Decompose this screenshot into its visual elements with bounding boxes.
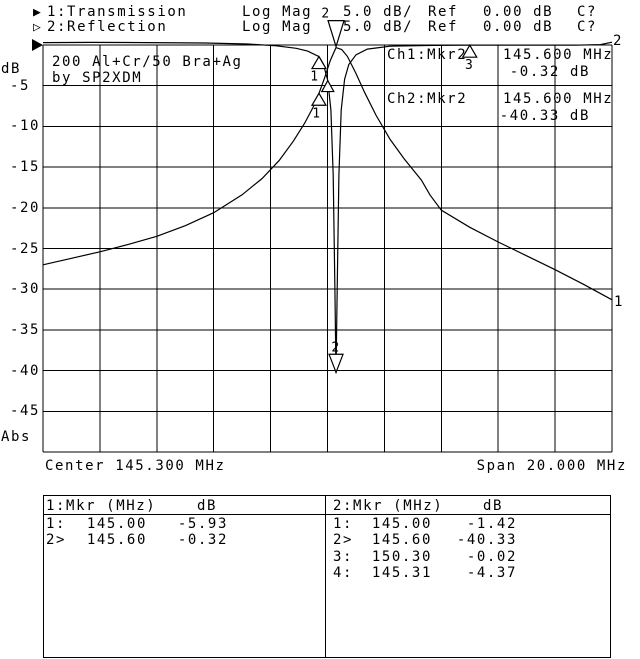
channel1-ref-value: 0.00 dB	[483, 4, 554, 20]
table2-title: 2:Mkr (MHz)	[333, 498, 444, 514]
table1-row1-freq: 145.00	[86, 516, 147, 532]
y-axis-bottom-label: Abs	[1, 429, 32, 445]
table2-row4-freq: 145.31	[371, 565, 432, 582]
table2-row2-freq: 145.60	[371, 532, 432, 549]
table1-row1-db: -5.93	[177, 516, 228, 532]
channel1-label: 1:Transmission	[47, 4, 188, 20]
table2-row1-index: 1:	[333, 516, 354, 532]
marker-2-ch1-icon	[327, 20, 345, 49]
marker-3-ch2-icon	[461, 43, 478, 58]
marker-4-ch2-icon	[320, 79, 335, 93]
marker-3-ch2-label: 3	[465, 58, 474, 73]
channel2-format: Log Mag	[242, 19, 313, 35]
table1-row2-freq: 145.60	[86, 532, 147, 549]
y-tick-label: -10	[10, 118, 41, 135]
center-frequency-label: Center 145.300 MHz	[45, 458, 226, 474]
annotation-line1: 200 Al+Cr/50 Bra+Ag	[52, 54, 243, 70]
ch2-marker-readout-value: -40.33 dB	[499, 108, 590, 124]
y-tick-label: -25	[10, 240, 41, 257]
marker-1-ch2-label: 1	[310, 70, 319, 85]
channel1-cal-status: C?	[577, 4, 598, 20]
marker-2-ch2-icon	[328, 353, 344, 374]
ch2-marker-readout-label: Ch2:Mkr2	[387, 91, 468, 107]
table2-row4-db: -4.37	[466, 565, 517, 582]
table2-row3-index: 3:	[333, 548, 354, 565]
ch1-marker-readout-value: -0.32 dB	[509, 64, 590, 80]
table2-row2-db: -40.33	[456, 532, 517, 549]
channel2-marker-icon: ▷	[33, 20, 41, 35]
channel1-active-marker-icon: ▶	[33, 5, 41, 20]
marker-1-ch1-icon	[310, 92, 328, 106]
y-axis-unit-label: dB	[1, 61, 22, 77]
channel1-ref-label: Ref	[428, 4, 459, 20]
trace-end-label-2: 2	[613, 33, 623, 49]
ch1-marker-readout-freq: 145.600 MHz	[503, 47, 614, 63]
y-tick-label: -35	[10, 321, 41, 338]
table2-row2-index: 2>	[333, 532, 354, 549]
channel2-ref-value: 0.00 dB	[483, 19, 554, 35]
ch2-marker-readout-freq: 145.600 MHz	[503, 91, 614, 107]
span-label: Span 20.000 MHz	[476, 458, 627, 474]
annotation-line2: by SP2XDM	[52, 70, 143, 86]
channel1-format: Log Mag	[242, 4, 313, 20]
marker-tables-header-rule	[43, 514, 611, 515]
marker-1-ch2-icon	[310, 55, 328, 70]
channel2-label: 2:Reflection	[47, 19, 168, 35]
table2-db-header: dB	[483, 498, 504, 514]
channel2-scale: 5.0 dB/	[343, 19, 414, 35]
y-tick-label: -20	[10, 199, 41, 216]
table1-row2-db: -0.32	[177, 532, 228, 549]
table2-row3-freq: 150.30	[371, 548, 432, 565]
table1-db-header: dB	[197, 498, 218, 514]
y-tick-label: -5	[10, 77, 31, 94]
ch1-marker-readout-label: Ch1:Mkr2	[387, 47, 468, 63]
marker-tables-divider	[325, 495, 326, 658]
channel2-cal-status: C?	[577, 19, 598, 35]
table1-row1-index: 1:	[46, 516, 67, 532]
marker-2-ch2-label: 2	[331, 340, 340, 355]
marker-1-ch1-label: 1	[312, 106, 321, 121]
channel1-scale: 5.0 dB/	[343, 4, 414, 20]
table2-row4-index: 4:	[333, 565, 354, 582]
y-tick-label: -45	[10, 403, 41, 420]
table2-row1-freq: 145.00	[371, 516, 432, 532]
ref-level-marker-icon	[32, 39, 43, 51]
y-tick-label: -15	[10, 159, 41, 176]
table2-row1-db: -1.42	[466, 516, 517, 532]
table1-title: 1:Mkr (MHz)	[46, 498, 157, 514]
marker-2-ch1-label: 2	[321, 7, 330, 22]
y-tick-label: -40	[10, 362, 41, 379]
trace-end-label-1: 1	[614, 294, 624, 310]
table1-row2-index: 2>	[46, 532, 67, 549]
marker-tables-box	[43, 495, 611, 658]
table2-row3-db: -0.02	[466, 548, 517, 565]
channel2-ref-label: Ref	[428, 19, 459, 35]
y-tick-label: -30	[10, 281, 41, 298]
